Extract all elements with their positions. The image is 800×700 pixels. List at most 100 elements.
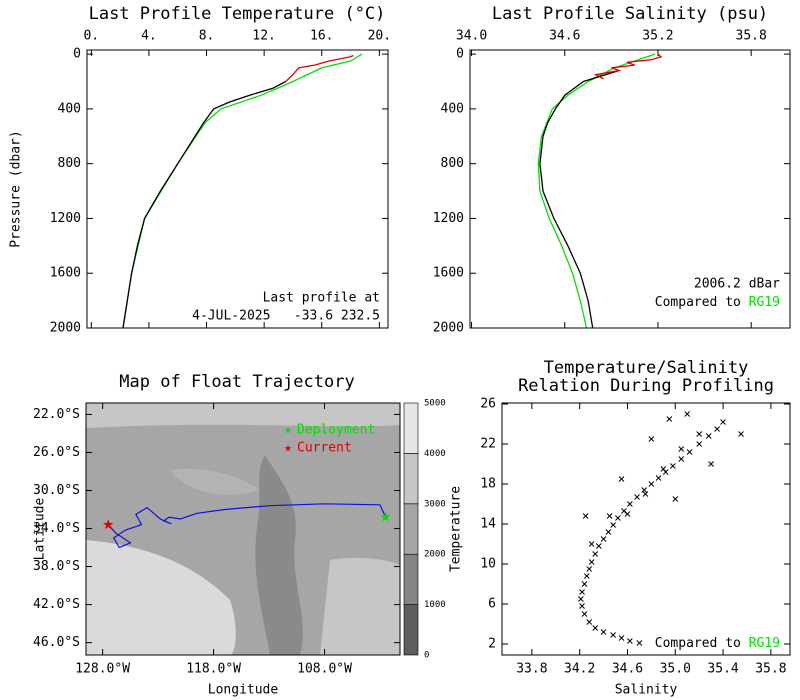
colorbar-label: 2000 [424, 550, 446, 560]
ts-point [610, 522, 616, 528]
y-tick-label: 1200 [433, 211, 464, 226]
colorbar-bin [403, 402, 419, 454]
colorbar-bin [403, 604, 419, 656]
x-tick-label: 108.0°W [297, 662, 352, 677]
ts-point [610, 632, 616, 638]
ts-point [708, 461, 714, 467]
y-tick-label: 400 [441, 101, 464, 116]
ts-point [655, 475, 662, 481]
y-axis-label: Temperature [449, 486, 464, 572]
y-tick-label: 1600 [433, 266, 464, 281]
y-tick-label: 22 [480, 437, 496, 452]
x-tick-label: 35.2 [642, 29, 673, 44]
annotation: Last profile at [263, 291, 380, 306]
chart-title: Last Profile Temperature (°C) [89, 4, 386, 24]
ts-point [588, 559, 595, 565]
ts-point [595, 543, 602, 549]
x-tick-label: 128.0°W [75, 662, 130, 677]
y-axis-label: Latitude [33, 498, 48, 561]
ts-point [666, 416, 673, 422]
x-tick-label: 118.0°W [186, 662, 241, 677]
ts-point [670, 463, 676, 469]
y-tick-label: 22.0°S [33, 407, 80, 422]
y-tick-label: 18 [480, 477, 496, 492]
y-tick-label: 0 [456, 47, 464, 62]
ts-point [615, 515, 621, 521]
colorbar-label: 5000 [424, 399, 446, 409]
x-tick-label: 35.0 [660, 662, 691, 677]
ts-point [583, 573, 590, 579]
y-tick-label: 2000 [433, 321, 464, 336]
ts-point [641, 487, 648, 493]
ts-point [588, 541, 595, 547]
y-tick-label: 26.0°S [33, 445, 80, 460]
ts-point [648, 436, 655, 442]
x-tick-label: 0. [83, 29, 99, 44]
x-tick-label: 34.2 [564, 662, 595, 677]
ts-point [660, 466, 667, 472]
ts-point [579, 603, 585, 609]
y-tick-label: 800 [441, 156, 464, 171]
y-tick-label: 800 [58, 156, 81, 171]
profile-line [539, 69, 620, 329]
ts-point [624, 511, 631, 517]
ts-point [592, 551, 599, 557]
y-tick-label: 30.0°S [33, 483, 80, 498]
ts-point [634, 494, 640, 500]
y-tick-label: 0 [73, 47, 81, 62]
x-tick-label: 34.6 [549, 29, 580, 44]
map-legend: ★ Deployment ★ Current [284, 423, 375, 456]
legend-label: Current [297, 441, 352, 456]
annotation: Compared to RG19 [655, 636, 780, 651]
profile-line [593, 53, 663, 80]
y-tick-label: 1200 [50, 211, 81, 226]
plot-frame [469, 49, 791, 329]
ts-point [696, 431, 703, 437]
ts-point [684, 411, 691, 417]
annotation: 4-JUL-2025 -33.6 232.5 [192, 309, 380, 324]
x-tick-label: 35.8 [755, 662, 786, 677]
ts-point [600, 629, 607, 635]
x-tick-label: 20. [368, 29, 391, 44]
profile-line [122, 80, 287, 329]
legend-star: ★ [284, 423, 292, 438]
chart-title: Temperature/Salinity [544, 358, 749, 378]
chart-title: Last Profile Salinity (psu) [492, 4, 768, 24]
y-tick-label: 46.0°S [33, 635, 80, 650]
ts-point [618, 476, 625, 482]
trajectory [107, 503, 387, 549]
compare-ref: RG19 [749, 295, 780, 310]
colorbar-label: 4000 [424, 449, 446, 459]
compare-text: Compared to [655, 295, 741, 310]
ts-point [592, 625, 599, 631]
ts-point [618, 635, 625, 641]
ts-point [642, 491, 649, 497]
compare-text: Compared to [655, 636, 741, 651]
ts-point [720, 419, 726, 425]
x-tick-label: 35.8 [736, 29, 767, 44]
y-tick-label: 34.0°S [33, 521, 80, 536]
ts-point [586, 619, 593, 625]
ts-point [636, 640, 643, 646]
ts-point [578, 596, 584, 602]
ts-point [582, 513, 589, 519]
profile-line [122, 53, 363, 329]
y-tick-label: 1600 [50, 266, 81, 281]
ts-point [627, 501, 633, 507]
y-tick-label: 38.0°S [33, 559, 80, 574]
colorbar-bin [403, 503, 419, 555]
y-tick-label: 10 [480, 557, 496, 572]
chart-title: Map of Float Trajectory [119, 372, 354, 392]
ts-point [606, 513, 613, 519]
y-tick-label: 14 [480, 517, 496, 532]
y-tick-label: 2000 [50, 321, 81, 336]
colorbar-label: 1000 [424, 600, 446, 610]
annotation: 2006.2 dBar [694, 277, 780, 292]
colorbar-label: 0 [424, 651, 429, 661]
ts-point [581, 581, 588, 587]
x-tick-label: 34.0 [456, 29, 487, 44]
x-tick-label: 35.4 [707, 662, 738, 677]
y-tick-label: 26 [480, 397, 496, 412]
ts-point [627, 638, 633, 644]
